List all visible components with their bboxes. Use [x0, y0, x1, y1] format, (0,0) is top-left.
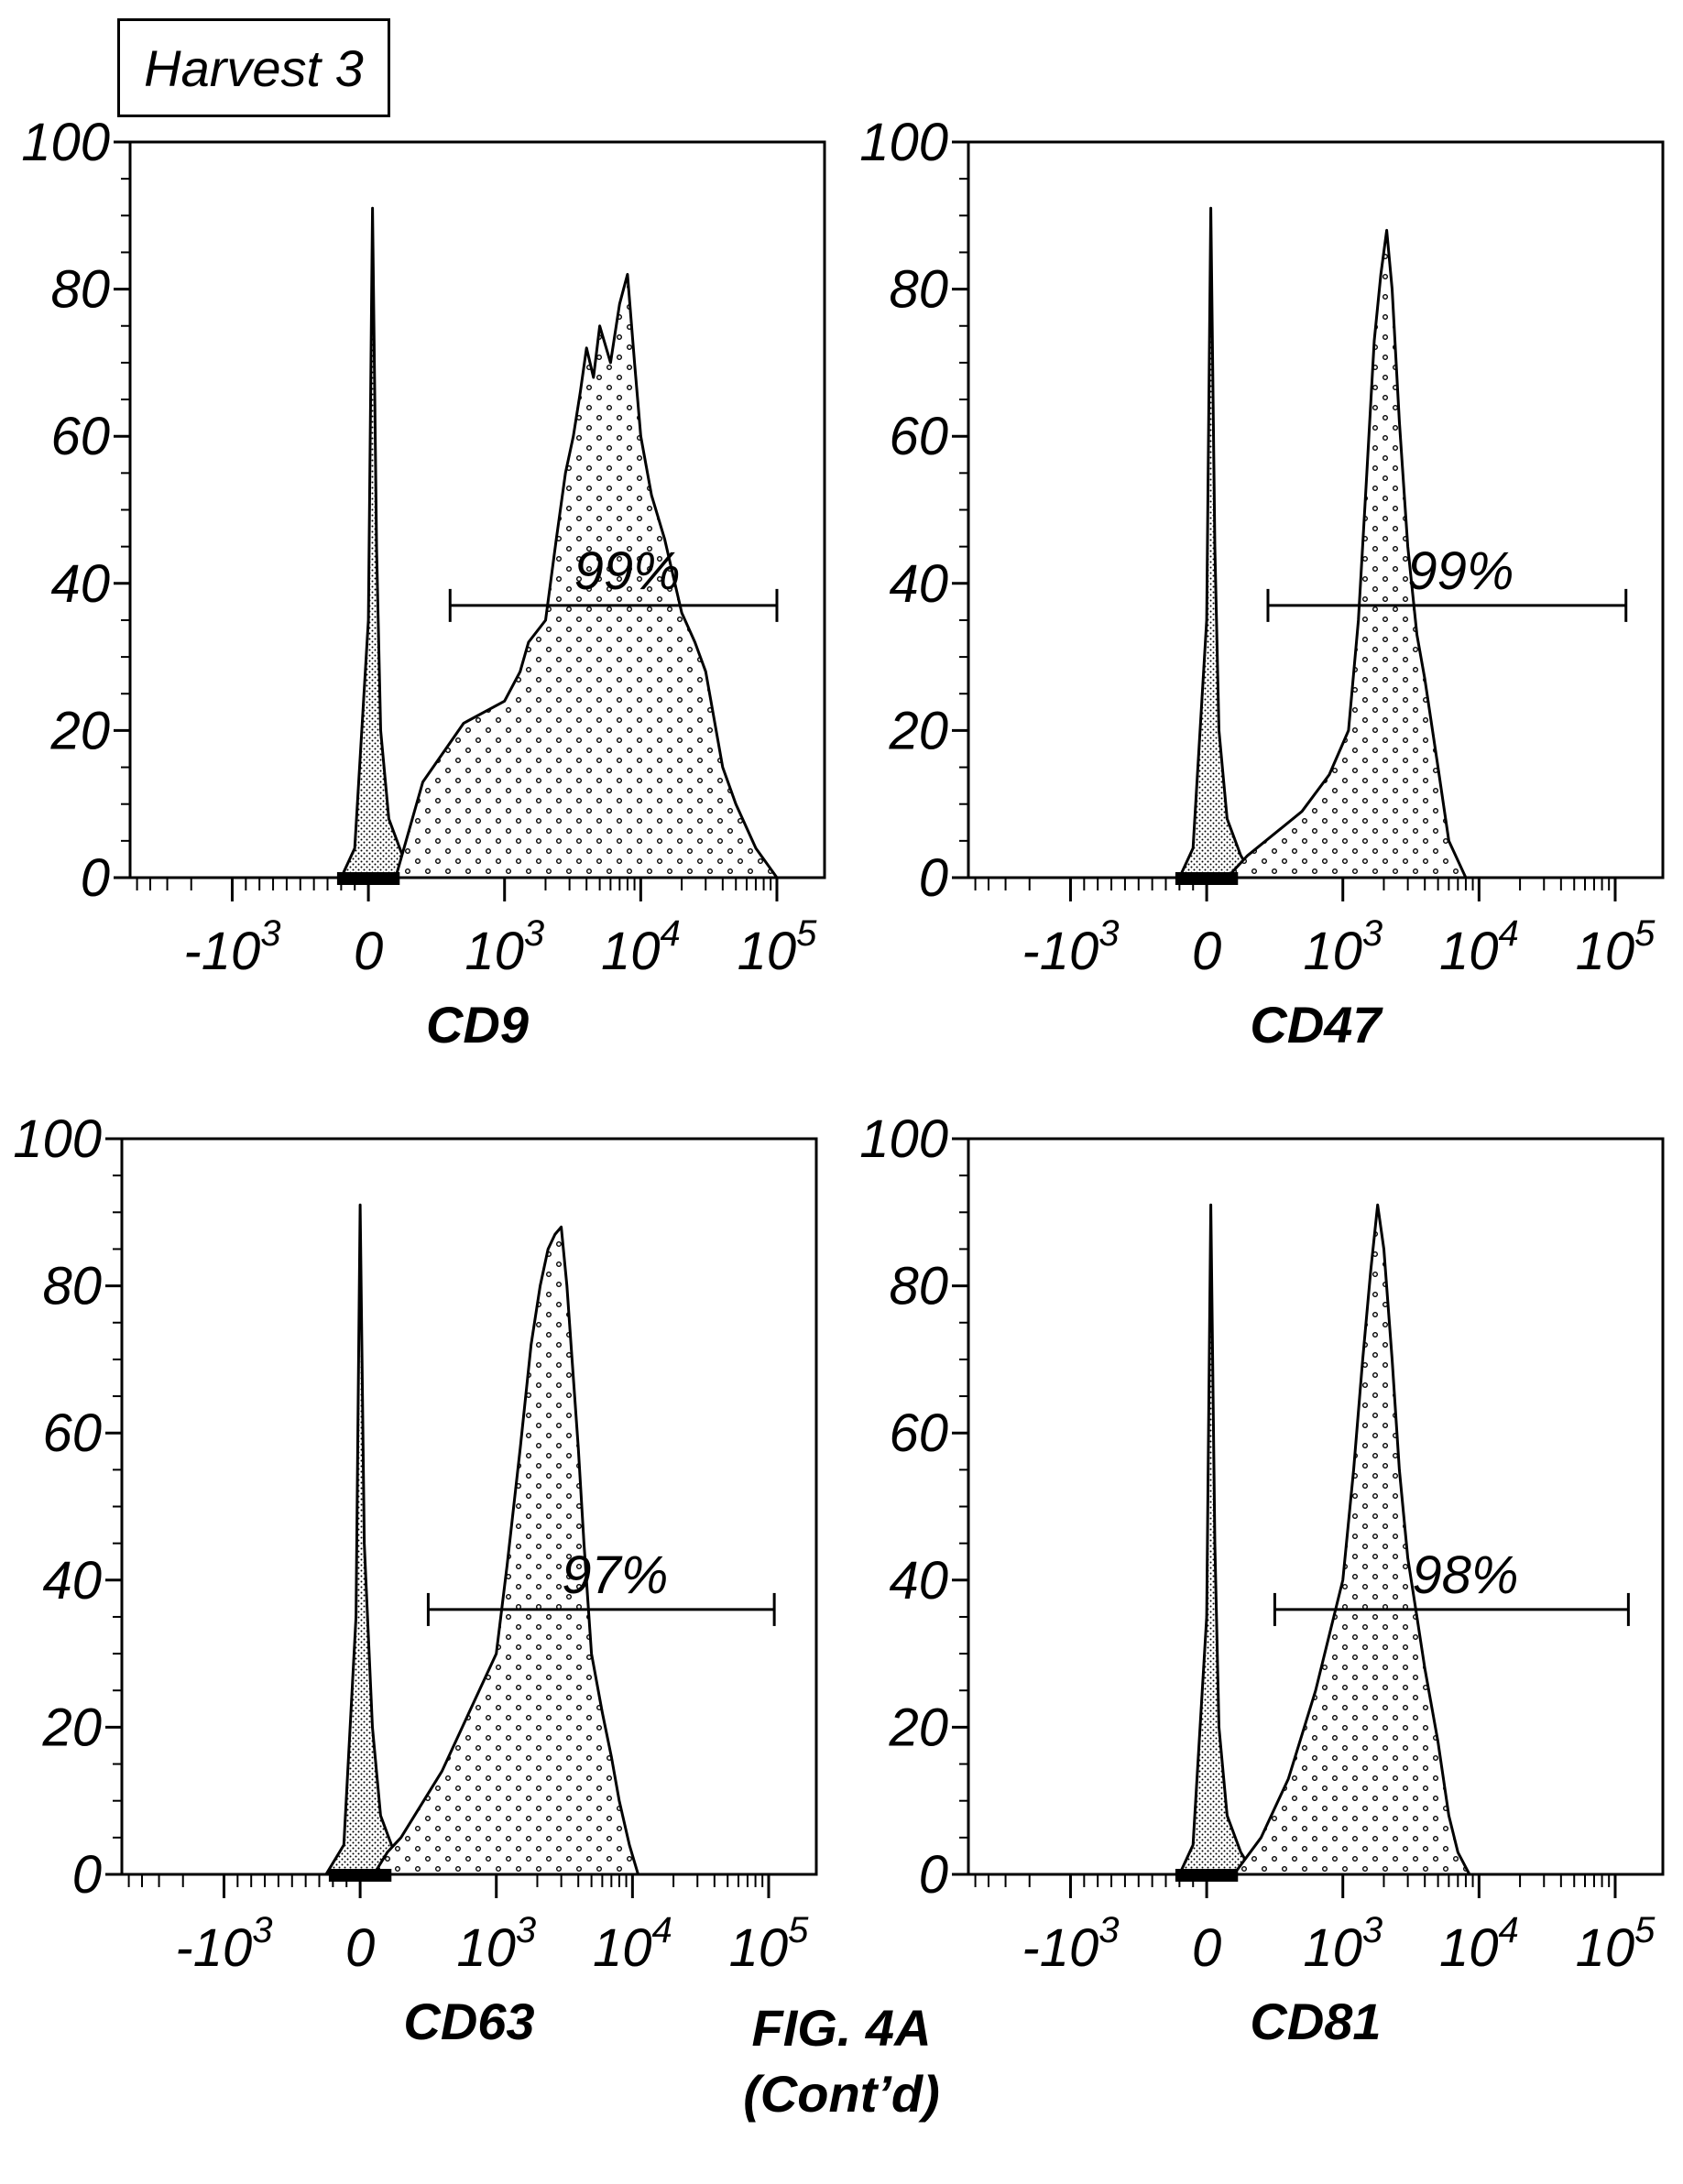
y-tick-label: 60	[50, 407, 110, 466]
figure-caption-continued: (Cont’d)	[743, 2065, 940, 2123]
stained-histogram	[1225, 228, 1468, 879]
x-axis-label: CD9	[426, 996, 529, 1054]
x-tick-label: -103	[1022, 1910, 1119, 1978]
y-tick-label: 100	[21, 113, 110, 172]
y-tick-label: 60	[889, 1403, 948, 1463]
y-tick-label: 80	[50, 260, 110, 320]
histogram-panel-cd47: 0 20 40 60 80 100 -103 0 103 104 105 99% CD47	[859, 113, 1665, 1054]
x-tick-label: 0	[345, 1918, 375, 1978]
y-tick-label: 40	[50, 554, 110, 614]
stained-histogram	[394, 273, 779, 879]
x-tick-label: 104	[601, 913, 681, 981]
y-tick-label: 40	[42, 1551, 102, 1611]
control-histogram	[1177, 1203, 1256, 1876]
y-tick-label: 80	[42, 1257, 102, 1316]
x-tick-label: -103	[1022, 913, 1119, 981]
gate-percent-label: 98%	[1412, 1545, 1518, 1605]
plot-frame	[967, 140, 1665, 879]
y-tick-label: 100	[859, 1109, 948, 1169]
histogram-panel-cd9: 0 20 40 60 80 100 -103 0 103 104 105 99% CD9	[21, 113, 826, 1054]
y-tick-label: 0	[919, 848, 948, 908]
control-histogram	[324, 1203, 410, 1876]
x-tick-label: 104	[1439, 1910, 1519, 1978]
x-axis-label: CD63	[403, 1993, 534, 2050]
y-tick-label: 60	[889, 407, 948, 466]
x-tick-label: 103	[464, 913, 544, 981]
x-tick-label: 103	[456, 1910, 536, 1978]
zero-marker	[336, 872, 400, 885]
y-tick-label: 40	[889, 554, 948, 614]
y-tick-label: 0	[81, 848, 110, 908]
x-tick-label: 105	[1576, 913, 1656, 981]
x-tick-label: -103	[175, 1910, 272, 1978]
figure-caption-title: FIG. 4A	[751, 1999, 932, 2057]
x-tick-label: 105	[738, 913, 818, 981]
x-axis-label: CD81	[1250, 1993, 1381, 2050]
x-tick-label: 103	[1303, 1910, 1382, 1978]
gate-percent-label: 97%	[562, 1545, 668, 1605]
y-tick-label: 0	[919, 1845, 948, 1905]
y-tick-label: 100	[859, 113, 948, 172]
x-tick-label: 105	[729, 1910, 810, 1978]
y-tick-label: 20	[888, 1698, 948, 1757]
y-tick-label: 60	[42, 1403, 102, 1463]
x-tick-label: -103	[183, 913, 280, 981]
x-tick-label: 104	[593, 1910, 672, 1978]
y-tick-label: 40	[889, 1551, 948, 1611]
x-tick-label: 0	[354, 922, 383, 981]
x-tick-label: 103	[1303, 913, 1382, 981]
y-tick-label: 20	[888, 701, 948, 760]
control-histogram	[1177, 206, 1256, 879]
y-tick-label: 0	[72, 1845, 102, 1905]
y-tick-label: 100	[13, 1109, 102, 1169]
control-histogram	[339, 206, 418, 879]
y-tick-label: 80	[889, 1257, 948, 1316]
histogram-panel-cd63: 0 20 40 60 80 100 -103 0 103 104 105 97% CD63	[13, 1109, 818, 2050]
x-tick-label: 0	[1192, 1918, 1221, 1978]
y-tick-label: 80	[889, 260, 948, 320]
gate-percent-label: 99%	[1407, 541, 1514, 601]
zero-marker	[1175, 872, 1239, 885]
stained-histogram	[372, 1225, 639, 1876]
x-tick-label: 0	[1192, 922, 1221, 981]
zero-marker	[1175, 1869, 1239, 1882]
histogram-panel-cd81: 0 20 40 60 80 100 -103 0 103 104 105 98% CD81	[859, 1109, 1665, 2050]
x-tick-label: 104	[1439, 913, 1519, 981]
harvest-label: Harvest 3	[144, 38, 364, 97]
x-tick-label: 105	[1576, 1910, 1656, 1978]
y-tick-label: 20	[49, 701, 110, 760]
stained-histogram	[1232, 1203, 1471, 1876]
x-axis-label: CD47	[1250, 996, 1383, 1054]
zero-marker	[328, 1869, 392, 1882]
gate-percent-label: 99%	[574, 541, 681, 601]
y-tick-label: 20	[41, 1698, 102, 1757]
harvest-label-box: Harvest 3	[117, 18, 390, 117]
